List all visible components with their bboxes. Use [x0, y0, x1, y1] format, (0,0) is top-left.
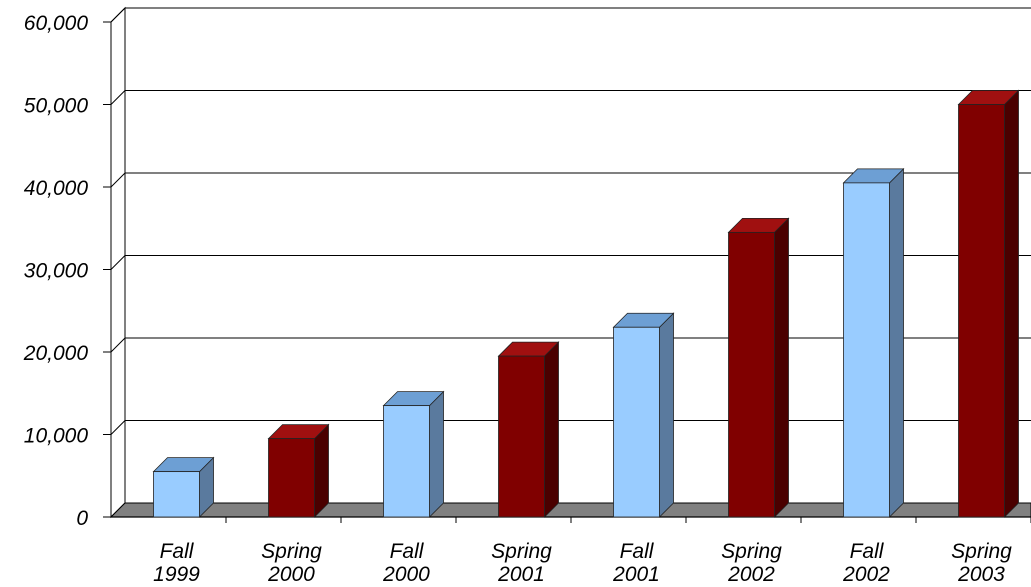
- gridline-side: [110, 337, 126, 353]
- bar: [152, 456, 215, 518]
- y-tick-label: 20,000: [23, 342, 89, 365]
- bar-front-face: [383, 405, 430, 518]
- bar-side-face: [659, 312, 674, 518]
- bar-front-face: [843, 182, 890, 518]
- x-tick-label: Fall 1999: [153, 540, 200, 586]
- bar: [842, 167, 905, 518]
- x-tick-label-line: Fall: [390, 540, 425, 563]
- x-tick-label-line: Fall: [850, 540, 885, 563]
- x-tick-label: Spring 2002: [721, 540, 782, 586]
- bar-front-face: [153, 471, 200, 518]
- x-tick-label-line: Spring: [491, 540, 552, 563]
- bar-front-face: [728, 231, 775, 518]
- y-axis-tick-labels: 0 10,000 20,000 30,000 40,000 50,000 60,000: [23, 12, 89, 530]
- y-tick-label: 40,000: [24, 177, 89, 200]
- x-tick-label-line: Fall: [620, 540, 655, 563]
- x-tick-label-line: 2001: [497, 563, 545, 586]
- bar-side-face: [314, 423, 329, 518]
- y-tick-label: 0: [76, 507, 88, 530]
- bar-side-face: [429, 390, 444, 518]
- x-tick-label: Fall 2001: [612, 540, 660, 586]
- x-tick-label-line: 2002: [727, 563, 775, 586]
- bar-front-face: [958, 104, 1005, 518]
- bar-side-face: [889, 167, 904, 518]
- y-tick-label: 30,000: [24, 260, 89, 283]
- x-tick-label-line: 1999: [153, 563, 200, 586]
- x-tick-label-line: 2000: [267, 563, 315, 586]
- bar: [382, 390, 445, 518]
- bar-side-face: [1004, 89, 1019, 518]
- chart-floor: [109, 502, 1031, 523]
- bar-front-face: [268, 438, 315, 518]
- gridline-side: [110, 420, 126, 435]
- gridline-side: [110, 172, 126, 188]
- bar: [727, 217, 790, 518]
- x-tick-label: Spring 2003: [951, 540, 1012, 586]
- gridline-side: [110, 255, 126, 270]
- x-tick-label-line: Spring: [721, 540, 782, 563]
- bar-side-face: [544, 341, 559, 518]
- x-tick-label: Fall 2002: [842, 540, 890, 586]
- bars: [152, 89, 1020, 518]
- bar: [267, 423, 330, 518]
- x-tick-label-line: 2001: [612, 563, 660, 586]
- gridline-side: [110, 90, 126, 105]
- x-tick-label: Fall 2000: [382, 540, 430, 586]
- x-tick-label-line: Fall: [160, 540, 195, 563]
- y-tick-label: 60,000: [24, 12, 89, 35]
- y-tick-label: 50,000: [24, 95, 89, 118]
- bar-front-face: [613, 326, 660, 518]
- x-tick-label-line: 2003: [957, 563, 1005, 586]
- x-tick-label: Spring 2001: [491, 540, 552, 586]
- x-tick-label: Spring 2000: [261, 540, 322, 586]
- bar: [497, 341, 560, 518]
- bar-side-face: [774, 217, 789, 518]
- bar: [957, 89, 1020, 518]
- bar: [612, 312, 675, 518]
- x-tick-label-line: Spring: [261, 540, 322, 563]
- x-tick-label-line: 2000: [382, 563, 430, 586]
- y-tick-label: 10,000: [24, 425, 89, 448]
- gridline-side: [110, 7, 126, 23]
- x-tick-label-line: Spring: [951, 540, 1012, 563]
- bar-front-face: [498, 355, 545, 518]
- x-tick-label-line: 2002: [842, 563, 890, 586]
